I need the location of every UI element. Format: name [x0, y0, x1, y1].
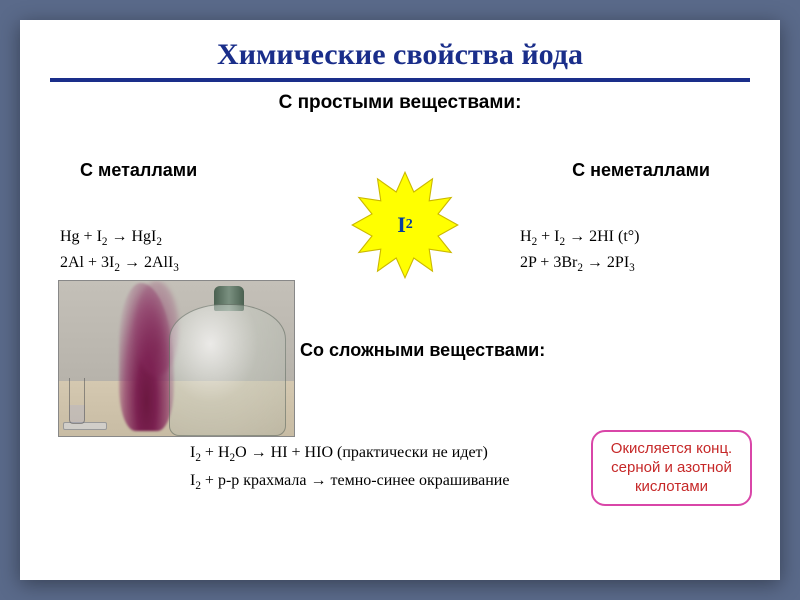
header-metals: С металлами — [80, 160, 197, 181]
starburst-badge: I2 — [350, 170, 460, 280]
starburst-icon — [350, 170, 460, 280]
section-simple-substances: С простыми веществами: — [20, 92, 780, 114]
equations-metals: Hg + I2 → HgI2 2Al + 3I2 → 2AlI3 — [60, 225, 179, 277]
equation-row: I2 + H2O → HI + HIO (практически не идет… — [190, 440, 509, 468]
photo-bell-jar — [159, 286, 289, 436]
callout-oxidation: Окисляется конц. серной и азотной кислот… — [591, 430, 752, 506]
starburst-label: I2 — [350, 170, 460, 280]
header-nonmetals: С неметаллами — [572, 160, 710, 181]
slide: Химические свойства йода С простыми веще… — [20, 20, 780, 580]
equation-row: H2 + I2 → 2HI (t°) — [520, 225, 640, 251]
section-complex-substances: Со сложными веществами: — [300, 340, 545, 361]
title-underline — [50, 78, 750, 82]
photo-iodine-sublimation — [58, 280, 295, 437]
equation-row: 2P + 3Br2 → 2PI3 — [520, 251, 640, 277]
slide-title: Химические свойства йода — [20, 38, 780, 72]
equation-row: I2 + р-р крахмала → темно-синее окрашива… — [190, 468, 509, 496]
equation-row: Hg + I2 → HgI2 — [60, 225, 179, 251]
photo-beaker — [69, 378, 85, 424]
equation-row: 2Al + 3I2 → 2AlI3 — [60, 251, 179, 277]
equations-complex: I2 + H2O → HI + HIO (практически не идет… — [190, 440, 509, 496]
equations-nonmetals: H2 + I2 → 2HI (t°) 2P + 3Br2 → 2PI3 — [520, 225, 640, 277]
photo-jar-body — [169, 304, 286, 436]
